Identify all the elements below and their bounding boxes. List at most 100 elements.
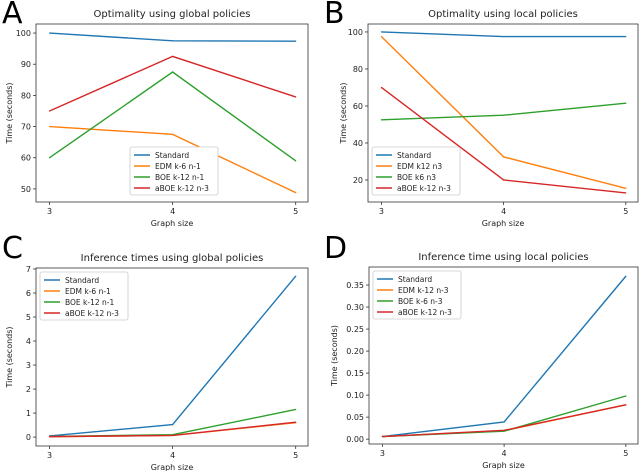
series-line-3: [49, 55, 296, 112]
y-tick-label: 0.35: [346, 281, 364, 290]
legend-entry: EDM k-6 n-1: [65, 287, 111, 296]
x-axis-label: Graph size: [482, 461, 525, 470]
data-point: [380, 35, 383, 38]
x-tick-label: 4: [502, 449, 507, 458]
data-point: [380, 86, 383, 89]
chart-title: Inference time using local policies: [418, 252, 588, 263]
x-tick-label: 3: [379, 207, 384, 216]
y-tick-label: 1: [26, 409, 31, 418]
legend: Standard EDM k-6 n-1 BOE k-12 n-1 aBOE k-12…: [39, 271, 129, 321]
data-point: [380, 31, 383, 33]
panel-label: B: [324, 0, 345, 31]
axes-frame: [367, 23, 639, 203]
legend-entry: BOE k-12 n-1: [65, 298, 114, 307]
x-tick-label: 3: [47, 207, 52, 216]
panel-label: C: [2, 231, 23, 266]
axes-frame: [35, 23, 309, 203]
data-point: [172, 71, 174, 73]
x-axis-label: Graph size: [151, 219, 194, 228]
x-tick-label: 3: [380, 449, 385, 458]
y-tick-label: 0: [26, 433, 31, 442]
data-point: [48, 32, 51, 34]
legend-entry: EDM k-6 n-1: [155, 162, 201, 171]
legend-entry: aBOE k-12 n-3: [397, 184, 451, 193]
data-point: [172, 40, 174, 42]
legend: Standard EDM k12 n3 BOE k6 n3 aBOE k-12 n-3: [371, 146, 461, 196]
x-axis-label: Graph size: [482, 219, 525, 228]
data-point: [503, 421, 505, 423]
data-point: [380, 119, 383, 121]
legend: Standard EDM k-6 n-1 BOE k-12 n-1 aBOE k-12…: [129, 146, 219, 196]
data-point: [295, 421, 297, 423]
y-tick-label: 7: [26, 265, 31, 274]
legend-entry: aBOE k-12 n-3: [398, 308, 452, 317]
data-point: [625, 35, 627, 38]
y-tick-label: 100: [16, 29, 31, 38]
y-tick-label: 0.00: [346, 435, 364, 444]
y-tick-label: 0.25: [346, 325, 364, 334]
data-point: [295, 40, 297, 42]
x-tick-label: 3: [47, 451, 52, 460]
series-line-2: [381, 102, 626, 121]
legend-entry: aBOE k-12 n-3: [65, 309, 119, 318]
panel-d: D Inference time using local policies 3 4 5 0…: [324, 231, 639, 470]
y-tick-label: 0.10: [346, 391, 364, 400]
y-tick-label: 6: [26, 289, 31, 298]
legend-entry: EDM k-12 n-3: [398, 286, 449, 295]
panel-label: A: [2, 0, 23, 31]
y-tick-label: 80: [353, 65, 363, 74]
y-tick-label: 4: [26, 337, 31, 346]
data-point: [625, 187, 627, 189]
y-axis-label: Time (seconds): [5, 326, 14, 388]
data-point: [295, 160, 297, 162]
legend: Standard EDM k-12 n-3 BOE k-6 n-3 aBOE k-12…: [372, 270, 462, 320]
series-line-0: [49, 32, 296, 42]
axes-frame: [35, 267, 309, 447]
data-point: [48, 110, 51, 112]
legend-entry: Standard: [65, 276, 99, 285]
data-point: [503, 114, 505, 116]
data-point: [625, 102, 627, 104]
y-tick-label: 60: [353, 102, 363, 111]
series-line-0: [381, 31, 626, 38]
y-tick-label: 60: [21, 154, 31, 163]
y-tick-label: 40: [353, 139, 363, 148]
y-axis-label: Time (seconds): [339, 82, 348, 144]
data-point: [625, 192, 627, 194]
x-tick-label: 5: [293, 451, 298, 460]
chart-title: Optimality using global policies: [94, 9, 251, 20]
x-tick-label: 5: [623, 207, 628, 216]
data-point: [48, 157, 51, 159]
legend-entry: BOE k-12 n-1: [155, 173, 204, 182]
y-tick-label: 50: [21, 185, 31, 194]
legend-entry: Standard: [155, 151, 189, 160]
x-tick-label: 5: [623, 449, 628, 458]
y-tick-label: 0.20: [346, 347, 364, 356]
y-tick-label: 3: [26, 361, 31, 370]
axes-frame: [368, 266, 639, 445]
data-point: [503, 429, 505, 431]
y-tick-label: 0.30: [346, 303, 364, 312]
chart-title: Optimality using local policies: [428, 9, 578, 20]
data-point: [503, 35, 505, 38]
data-point: [625, 275, 627, 277]
y-tick-label: 0.15: [346, 369, 364, 378]
legend-box: [371, 146, 461, 196]
data-point: [172, 434, 174, 437]
data-point: [625, 395, 627, 397]
panel-label: D: [324, 231, 347, 266]
y-tick-label: 0.05: [346, 413, 364, 422]
x-tick-label: 5: [293, 207, 298, 216]
legend-box: [372, 270, 462, 320]
data-point: [48, 436, 51, 438]
y-tick-label: 2: [26, 385, 31, 394]
data-point: [625, 404, 627, 406]
panel-b: B Optimality using local policies 3 4 5 20 40 6…: [324, 0, 639, 228]
y-tick-label: 100: [348, 28, 363, 37]
legend-box: [39, 271, 129, 321]
y-tick-label: 20: [353, 176, 363, 185]
y-tick-label: 90: [21, 60, 31, 69]
data-point: [48, 125, 51, 128]
x-axis-label: Graph size: [151, 463, 194, 471]
